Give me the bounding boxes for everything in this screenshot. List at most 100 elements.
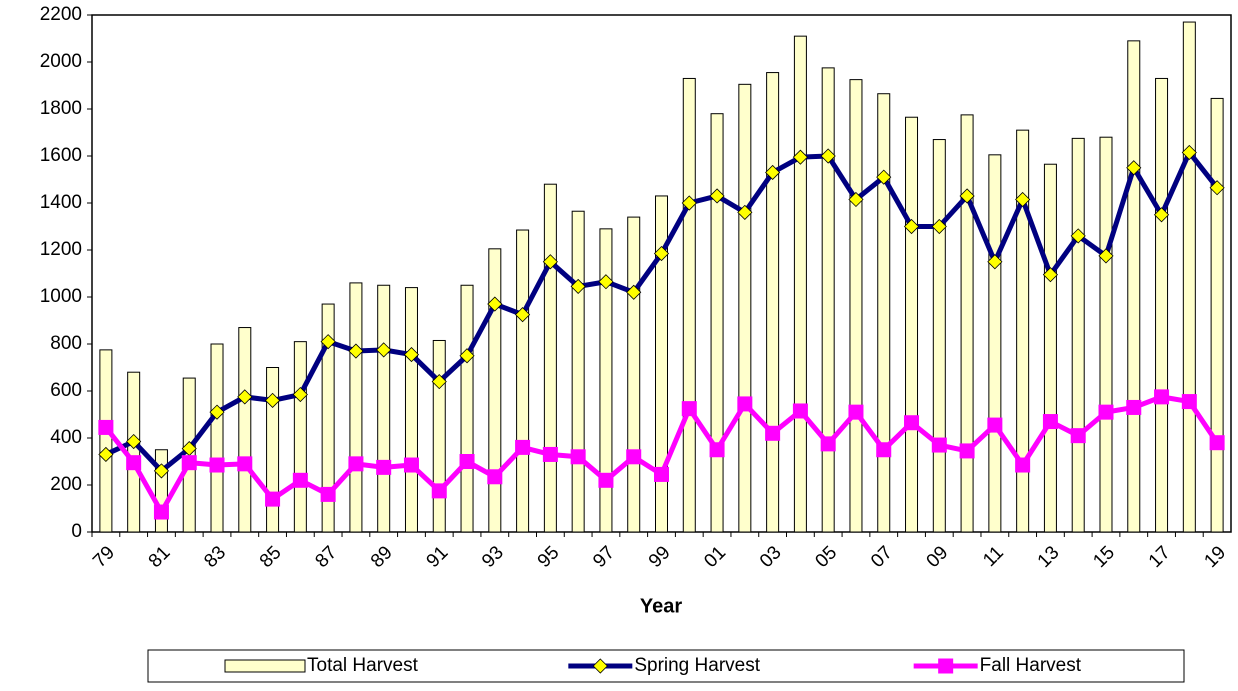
line-marker bbox=[153, 463, 170, 479]
bar bbox=[238, 327, 252, 533]
bar bbox=[1016, 129, 1030, 533]
line-marker bbox=[98, 446, 114, 463]
line-marker bbox=[376, 459, 392, 475]
y-tick-label: 400 bbox=[50, 427, 82, 448]
line-marker bbox=[320, 486, 336, 502]
line-marker bbox=[1126, 399, 1142, 415]
bar bbox=[404, 287, 418, 533]
line-marker bbox=[376, 342, 392, 358]
line-marker bbox=[1042, 414, 1058, 430]
line-marker bbox=[1098, 404, 1114, 420]
bar bbox=[793, 35, 807, 533]
line-marker bbox=[1154, 389, 1170, 405]
bar bbox=[821, 67, 835, 533]
x-tick-label: 19 bbox=[1200, 542, 1230, 572]
line-marker bbox=[459, 348, 475, 364]
line-marker bbox=[598, 472, 614, 488]
line-marker bbox=[348, 456, 364, 472]
line-marker bbox=[1015, 457, 1031, 473]
line-marker bbox=[681, 195, 697, 211]
bar bbox=[905, 116, 919, 533]
bar bbox=[127, 371, 141, 533]
line-marker bbox=[459, 454, 475, 469]
legend-marker bbox=[592, 658, 608, 674]
bar bbox=[1155, 77, 1169, 533]
line-marker bbox=[403, 457, 419, 473]
bar bbox=[655, 195, 668, 533]
x-tick-label: 09 bbox=[923, 542, 953, 572]
x-tick-label: 17 bbox=[1145, 542, 1175, 572]
x-tick-label: 91 bbox=[423, 542, 453, 572]
bar bbox=[738, 83, 752, 533]
line-marker bbox=[626, 449, 642, 465]
line-marker bbox=[126, 433, 142, 450]
line-marker bbox=[904, 415, 920, 431]
line-marker bbox=[1181, 144, 1197, 161]
bar bbox=[1127, 40, 1141, 533]
line-marker bbox=[542, 446, 558, 462]
line-marker bbox=[792, 149, 808, 165]
x-tick-label: 93 bbox=[478, 542, 508, 572]
bar bbox=[543, 183, 557, 533]
legend-label: Fall Harvest bbox=[980, 655, 1082, 676]
line-marker bbox=[265, 491, 281, 507]
line-marker bbox=[348, 343, 364, 359]
line-marker bbox=[542, 254, 558, 270]
line-marker bbox=[320, 334, 336, 350]
bar bbox=[432, 339, 446, 533]
bar bbox=[960, 114, 974, 533]
y-tick-label: 1800 bbox=[40, 98, 82, 119]
line-marker bbox=[931, 437, 947, 453]
line-marker bbox=[987, 254, 1003, 270]
line-marker bbox=[98, 419, 114, 435]
line-marker bbox=[737, 204, 753, 220]
line-marker bbox=[431, 483, 447, 499]
x-tick-label: 85 bbox=[256, 542, 286, 572]
bar bbox=[516, 229, 530, 533]
line-marker bbox=[876, 169, 892, 185]
line-marker bbox=[1070, 228, 1086, 244]
line-marker bbox=[1153, 207, 1170, 223]
x-tick-label: 97 bbox=[589, 542, 619, 572]
line-marker bbox=[570, 278, 586, 294]
y-tick-label: 1000 bbox=[40, 286, 82, 307]
line-marker bbox=[1181, 394, 1197, 410]
legend-label: Total Harvest bbox=[307, 655, 419, 676]
bar bbox=[1182, 21, 1196, 533]
y-tick-label: 1200 bbox=[40, 239, 82, 260]
x-tick-label: 89 bbox=[367, 542, 397, 572]
line-marker bbox=[653, 245, 670, 262]
line-marker bbox=[1042, 267, 1058, 283]
y-tick-label: 2200 bbox=[40, 4, 82, 25]
legend-symbol bbox=[224, 659, 306, 673]
line-marker bbox=[765, 425, 781, 441]
line-marker bbox=[237, 456, 253, 472]
line-marker bbox=[431, 374, 447, 390]
line-marker bbox=[515, 439, 531, 455]
bar bbox=[1071, 137, 1085, 533]
line-marker bbox=[209, 404, 225, 420]
x-tick-label: 87 bbox=[311, 542, 341, 572]
line-marker bbox=[209, 457, 225, 473]
line-marker bbox=[1070, 428, 1086, 444]
line-marker bbox=[487, 296, 503, 312]
legend bbox=[147, 649, 1185, 683]
line-marker bbox=[681, 401, 697, 417]
line-marker bbox=[987, 417, 1003, 433]
x-tick-label: 99 bbox=[645, 542, 675, 572]
line-marker bbox=[181, 455, 197, 471]
bar bbox=[266, 367, 280, 533]
bar bbox=[849, 79, 863, 533]
x-tick-label: 79 bbox=[89, 542, 119, 572]
legend-label: Spring Harvest bbox=[634, 655, 760, 676]
bar bbox=[1043, 163, 1057, 533]
x-tick-label: 07 bbox=[867, 542, 897, 572]
bar bbox=[932, 139, 946, 533]
x-tick-label: 15 bbox=[1089, 542, 1119, 572]
bar bbox=[571, 210, 585, 533]
x-tick-label: 03 bbox=[756, 542, 786, 572]
line-marker bbox=[626, 284, 642, 300]
line-marker bbox=[1209, 180, 1225, 196]
line-marker bbox=[903, 218, 920, 235]
